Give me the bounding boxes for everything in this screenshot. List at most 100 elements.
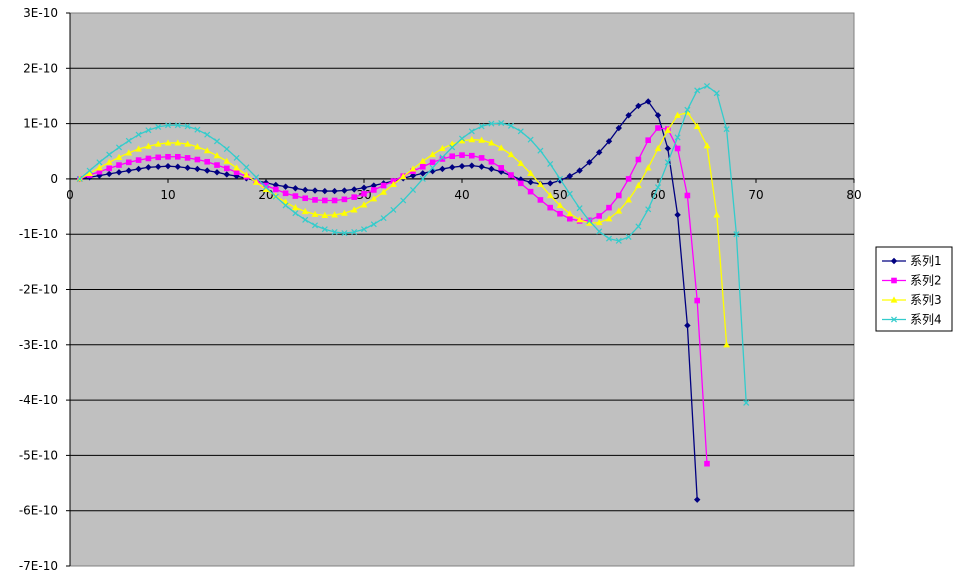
data-point <box>203 147 211 154</box>
x-tick-label: 60 <box>650 188 665 202</box>
y-tick-label: 0 <box>50 172 58 186</box>
y-tick-label: 1E-10 <box>23 117 58 131</box>
data-point <box>508 172 514 178</box>
data-point <box>459 152 465 158</box>
data-point <box>478 136 485 143</box>
data-point <box>537 180 544 188</box>
data-point <box>106 151 113 158</box>
data-point <box>194 143 201 150</box>
legend-label: 系列2 <box>910 274 942 288</box>
data-point <box>145 142 152 149</box>
data-point <box>233 169 240 176</box>
legend-label: 系列1 <box>910 254 942 268</box>
data-point <box>566 190 573 197</box>
series-3 <box>76 108 730 348</box>
data-point <box>615 207 623 214</box>
data-point <box>654 112 662 119</box>
data-point <box>213 138 221 145</box>
data-point <box>469 152 475 159</box>
data-point <box>723 341 730 348</box>
data-point <box>674 211 681 219</box>
data-point <box>566 172 573 180</box>
data-point <box>616 192 622 199</box>
data-point <box>164 139 172 146</box>
data-point <box>488 139 495 146</box>
data-point <box>311 222 319 229</box>
data-point <box>194 156 201 163</box>
data-point <box>126 159 132 166</box>
data-point <box>292 193 299 199</box>
data-point <box>537 147 544 154</box>
data-point <box>380 188 387 195</box>
data-point <box>654 184 662 191</box>
data-point <box>224 165 230 172</box>
data-point <box>605 235 613 242</box>
data-point <box>694 297 700 304</box>
data-point <box>135 131 142 138</box>
data-point <box>527 179 534 186</box>
data-point <box>693 122 701 129</box>
data-point <box>458 162 466 170</box>
data-point <box>351 194 357 200</box>
x-tick-label: 10 <box>160 188 175 202</box>
data-point <box>331 197 338 204</box>
data-point <box>449 164 456 171</box>
x-tick-label: 80 <box>846 188 861 202</box>
data-point <box>625 176 632 182</box>
data-point <box>488 158 495 165</box>
data-point <box>713 211 721 218</box>
data-point <box>566 210 574 217</box>
data-point <box>282 190 289 197</box>
data-point <box>635 181 642 189</box>
data-point <box>439 156 446 162</box>
data-point <box>115 169 123 176</box>
data-point <box>596 149 603 156</box>
data-point <box>684 106 691 113</box>
data-point <box>96 159 103 166</box>
data-point <box>302 195 308 202</box>
data-point <box>644 164 652 171</box>
data-point <box>311 187 319 194</box>
data-point <box>664 126 672 133</box>
data-point <box>399 173 407 180</box>
data-point <box>96 172 103 179</box>
series-4 <box>76 82 750 406</box>
data-point <box>165 153 171 160</box>
data-point <box>507 122 515 129</box>
data-point <box>517 128 524 135</box>
data-point <box>576 167 583 174</box>
data-point <box>488 120 495 127</box>
data-point <box>380 182 387 189</box>
data-point <box>292 185 299 192</box>
data-point <box>556 201 564 209</box>
data-point <box>135 145 142 152</box>
data-point <box>360 226 368 233</box>
data-point <box>213 169 221 176</box>
data-point <box>96 168 103 175</box>
legend-swatch-marker <box>890 296 898 303</box>
data-point <box>458 135 466 142</box>
data-point <box>106 165 112 172</box>
data-point <box>684 192 691 199</box>
data-point <box>645 137 651 143</box>
data-point <box>498 165 504 171</box>
data-point <box>625 112 632 119</box>
data-point <box>194 165 201 173</box>
y-tick-label: -1E-10 <box>19 227 58 241</box>
data-point <box>664 145 671 152</box>
y-tick-label: 2E-10 <box>23 61 58 75</box>
data-point <box>350 206 358 213</box>
data-point <box>655 125 661 131</box>
data-point <box>694 496 701 503</box>
data-point <box>704 460 710 467</box>
data-point <box>645 206 652 213</box>
data-point <box>409 172 417 179</box>
data-point <box>105 158 113 165</box>
data-point <box>116 162 122 168</box>
data-point <box>527 188 534 195</box>
y-tick-label: -3E-10 <box>19 338 58 352</box>
data-point <box>547 160 554 167</box>
data-point <box>115 144 123 151</box>
data-point <box>517 176 524 183</box>
data-point <box>733 231 740 238</box>
